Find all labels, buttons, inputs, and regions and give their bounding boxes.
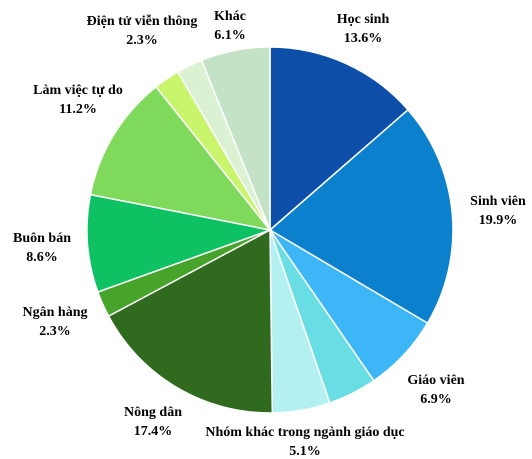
pie-slice [86, 193, 273, 293]
slice-value: 2.3% [126, 33, 158, 48]
slice-label: Điện tử viễn thông [87, 13, 198, 29]
slice-value: 8.6% [26, 250, 58, 265]
slice-label: Làm việc tự do [33, 83, 123, 98]
slice-label: Nhóm khác trong ngành giáo dục [205, 425, 404, 440]
slice-label: Buôn bán [13, 231, 71, 246]
slice-value: 5.1% [289, 444, 321, 459]
slice-value: 2.3% [39, 324, 71, 339]
pie-slice [269, 46, 410, 232]
slice-value: 11.2% [59, 102, 97, 117]
slice-label: Học sinh [337, 12, 390, 27]
slice-value: 6.1% [214, 28, 246, 43]
slice-value: 6.9% [420, 392, 452, 407]
slice-label: Nông dân [124, 405, 182, 420]
slice-value: 17.4% [134, 424, 173, 439]
slice-label: Ngân hàng [23, 305, 88, 320]
pie-slice [107, 228, 274, 414]
pie-slice [268, 108, 454, 325]
slice-value: 13.6% [344, 31, 383, 46]
slice-value: 19.9% [479, 213, 518, 228]
pie-slice [89, 85, 272, 232]
slice-label: Giáo viên [407, 373, 464, 388]
pie-slice [200, 46, 271, 231]
slice-label: Khác [214, 9, 246, 24]
slice-label: Sinh viên [470, 194, 526, 209]
